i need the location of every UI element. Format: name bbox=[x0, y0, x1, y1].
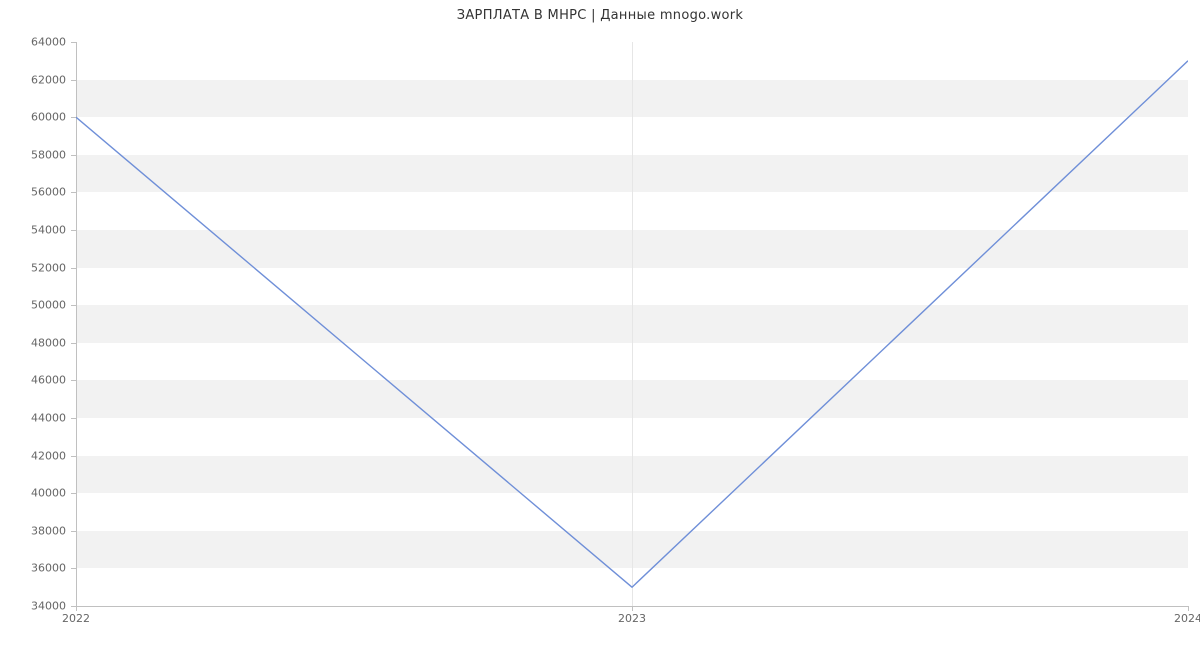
y-tick-label: 56000 bbox=[6, 186, 66, 199]
y-tick-label: 50000 bbox=[6, 299, 66, 312]
series-line bbox=[76, 42, 1188, 606]
y-tick-label: 60000 bbox=[6, 111, 66, 124]
y-tick-label: 36000 bbox=[6, 562, 66, 575]
y-tick-label: 48000 bbox=[6, 336, 66, 349]
x-tick bbox=[632, 606, 633, 611]
y-tick-label: 62000 bbox=[6, 73, 66, 86]
plot-area: 3400036000380004000042000440004600048000… bbox=[76, 42, 1188, 606]
y-tick-label: 38000 bbox=[6, 524, 66, 537]
y-tick-label: 52000 bbox=[6, 261, 66, 274]
x-tick-label: 2023 bbox=[618, 612, 646, 625]
x-tick bbox=[1188, 606, 1189, 611]
x-tick-label: 2022 bbox=[62, 612, 90, 625]
y-tick-label: 34000 bbox=[6, 600, 66, 613]
y-tick-label: 54000 bbox=[6, 224, 66, 237]
y-tick-label: 42000 bbox=[6, 449, 66, 462]
y-tick-label: 44000 bbox=[6, 412, 66, 425]
y-tick-label: 40000 bbox=[6, 487, 66, 500]
y-tick-label: 64000 bbox=[6, 36, 66, 49]
y-tick-label: 58000 bbox=[6, 148, 66, 161]
line-chart: ЗАРПЛАТА В МНРС | Данные mnogo.work 3400… bbox=[0, 0, 1200, 650]
y-tick-label: 46000 bbox=[6, 374, 66, 387]
x-tick bbox=[76, 606, 77, 611]
x-tick-label: 2024 bbox=[1174, 612, 1200, 625]
chart-title: ЗАРПЛАТА В МНРС | Данные mnogo.work bbox=[0, 8, 1200, 23]
